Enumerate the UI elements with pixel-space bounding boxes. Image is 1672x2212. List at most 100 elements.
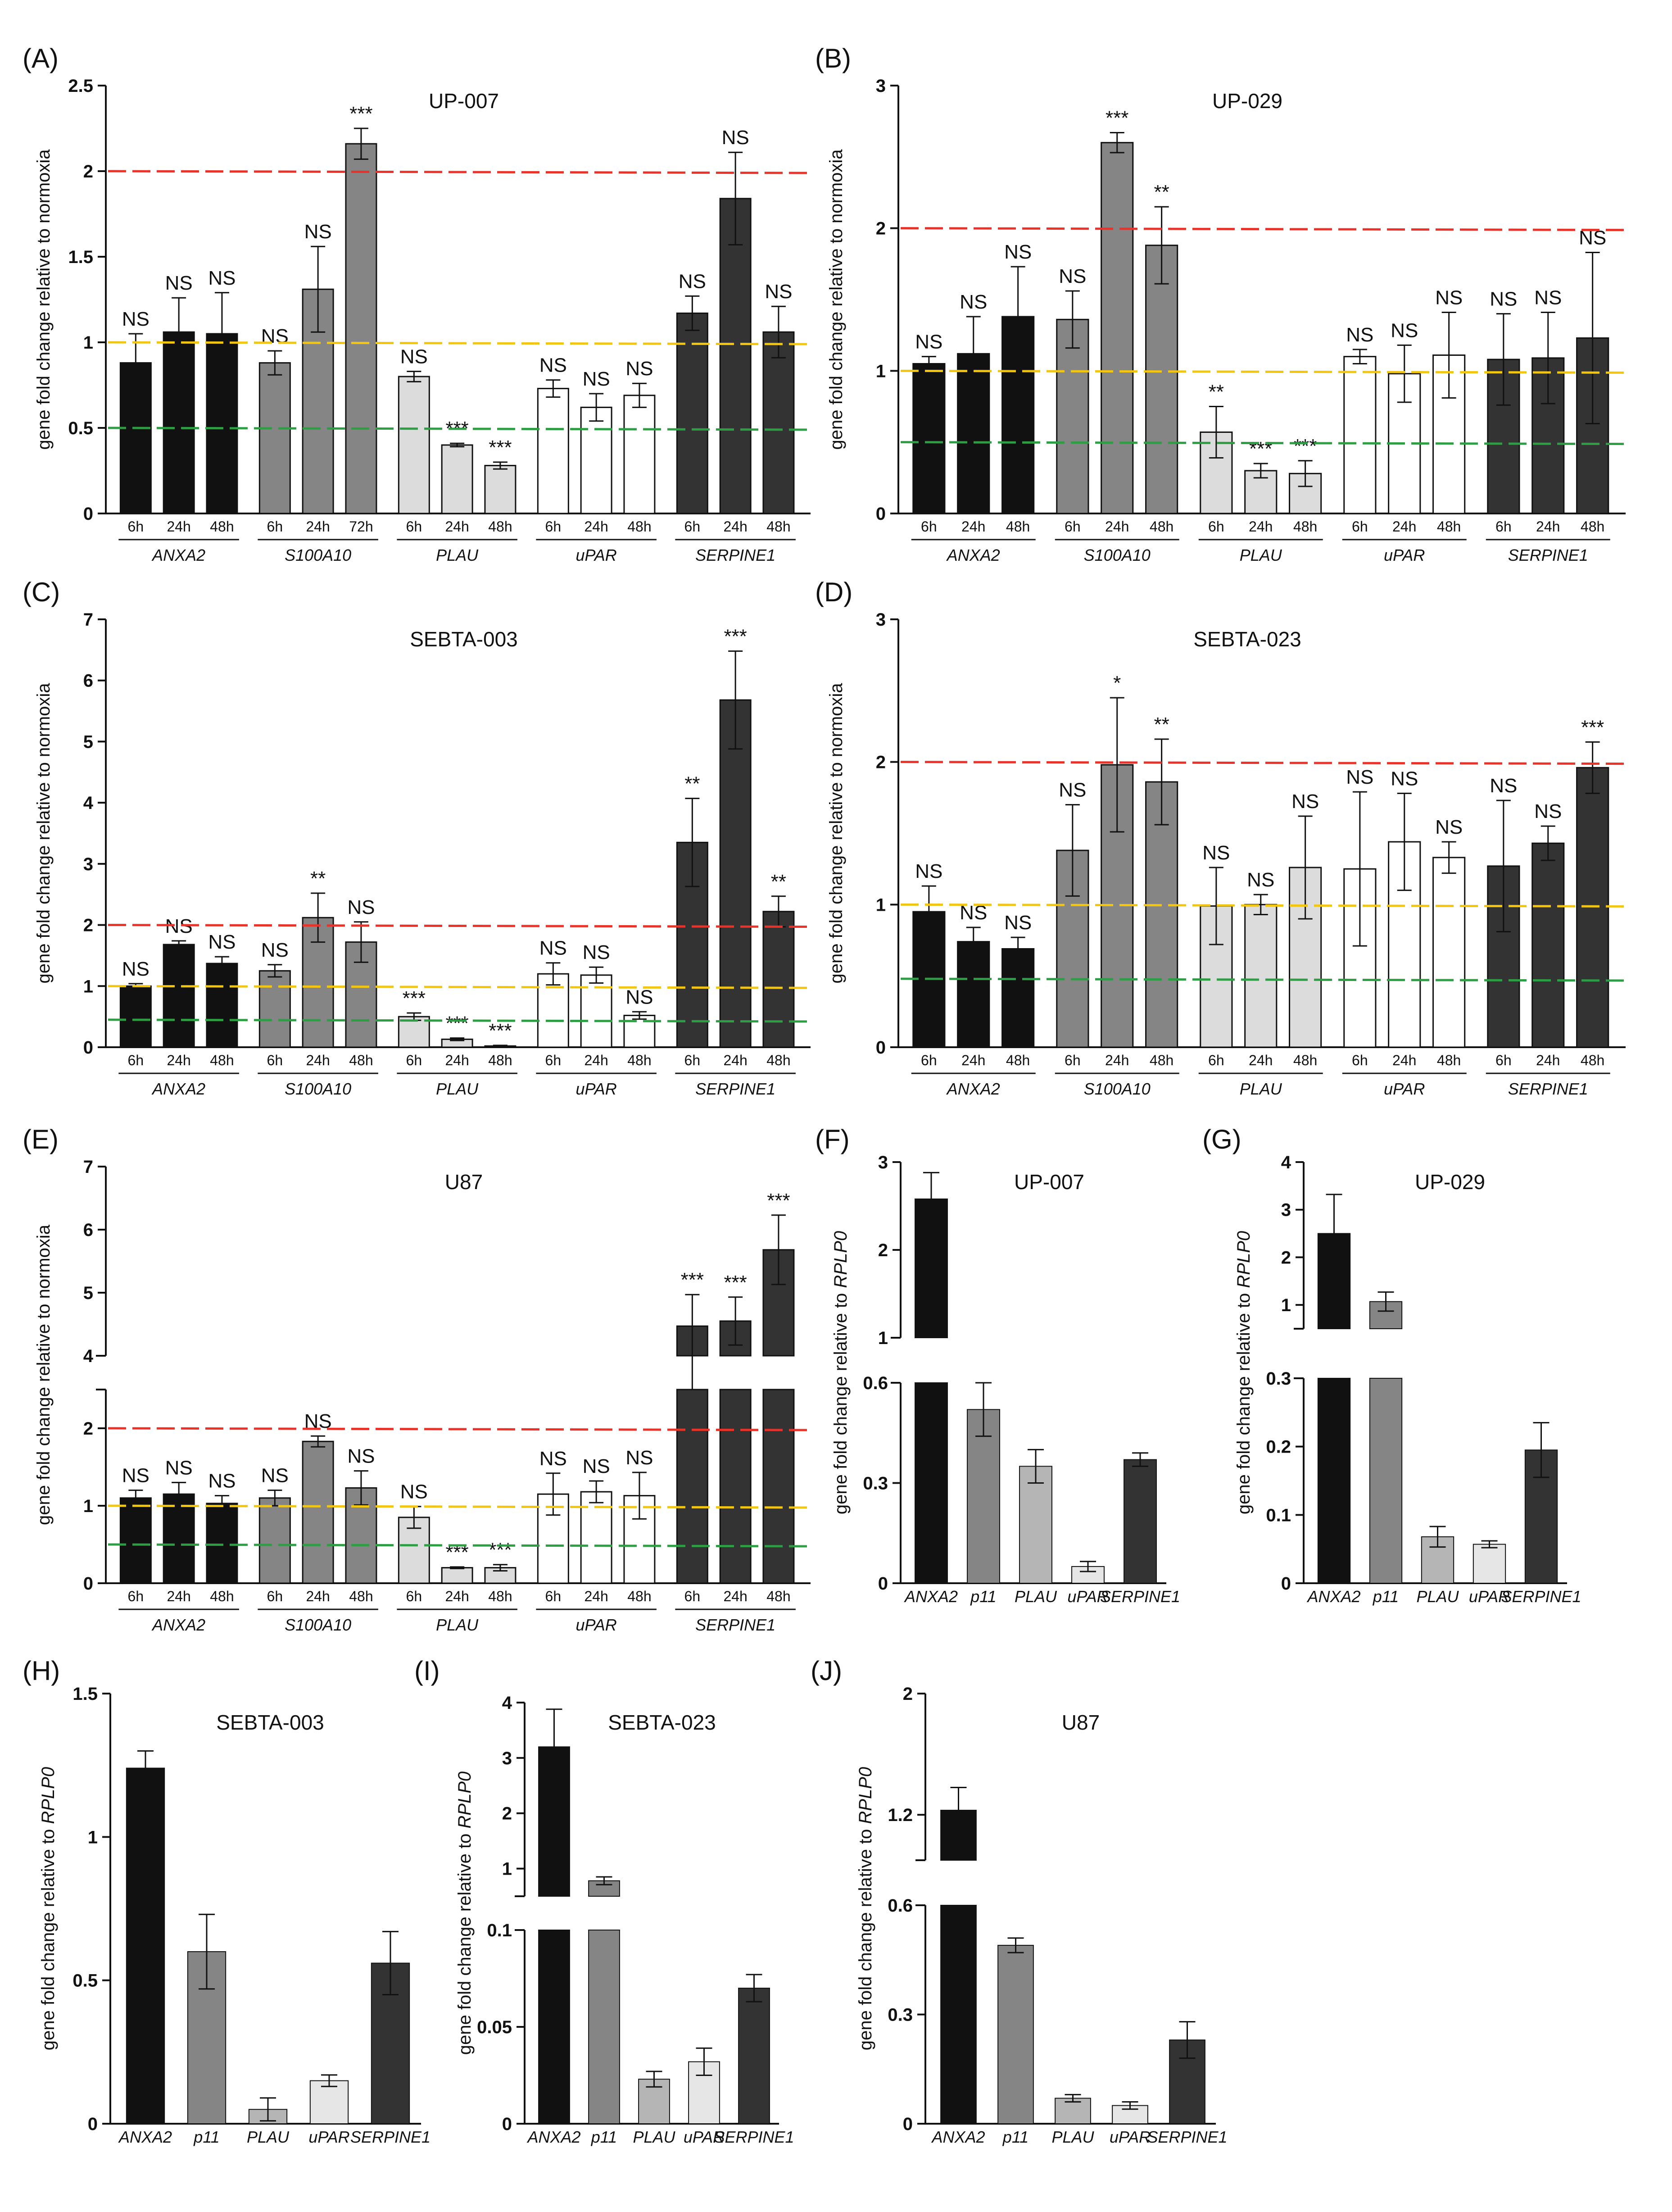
y-axis-label-text: gene fold change relative to <box>856 1824 875 2051</box>
panel-label: (J) <box>811 1656 842 1686</box>
y-tick-label: 0.6 <box>888 1896 913 1916</box>
bar <box>302 1440 334 1584</box>
bar <box>345 143 377 514</box>
significance-label: NS <box>625 986 653 1008</box>
time-label: 24h <box>1249 1052 1273 1068</box>
time-label: 48h <box>627 1588 651 1604</box>
bar <box>258 1497 291 1584</box>
significance-label: *** <box>767 1190 790 1212</box>
time-label: 24h <box>445 518 469 535</box>
group-upar: NS 6h NS 24h NS 48h uPAR <box>1342 287 1467 564</box>
group-serpine1: *** 6h *** 24h *** 48h SERPINE1 <box>675 1190 796 1634</box>
y-tick-label: 0 <box>903 2114 913 2134</box>
bar <box>302 917 334 1048</box>
y-axis-label-text: gene fold change relative to <box>455 1829 475 2055</box>
time-label: 48h <box>488 518 512 535</box>
group-upar: NS 6h NS 24h NS 48h uPAR <box>1342 766 1467 1098</box>
y-tick-label: 0 <box>88 2114 98 2134</box>
y-tick-label: 7 <box>83 610 93 630</box>
y-axis-label-text: gene fold change relative to <box>38 1824 58 2051</box>
significance-label: NS <box>1534 800 1562 822</box>
category-label: p11 <box>970 1587 996 1606</box>
y-tick-label: 1 <box>876 361 886 381</box>
y-tick-label: 4 <box>83 793 94 813</box>
bar <box>537 973 569 1048</box>
y-tick-label: 1 <box>502 1859 512 1879</box>
y-tick-label: 2 <box>876 219 886 239</box>
gene-label: PLAU <box>436 1080 479 1098</box>
time-label: 48h <box>1293 518 1317 535</box>
time-label: 48h <box>766 518 790 535</box>
reference-line <box>108 1427 811 1431</box>
time-label: 48h <box>1293 1052 1317 1068</box>
significance-label: NS <box>539 937 567 959</box>
significance-label: *** <box>445 1013 468 1035</box>
time-label: 48h <box>210 1052 234 1068</box>
y-axis-label-gene: RPLP0 <box>38 1767 58 1824</box>
category-label: PLAU <box>247 2128 290 2146</box>
time-label: 24h <box>723 1588 747 1604</box>
significance-label: NS <box>1534 287 1562 309</box>
time-label: 48h <box>1150 518 1174 535</box>
panel-label: (H) <box>23 1656 60 1686</box>
time-label: 48h <box>766 1588 790 1604</box>
significance-label: NS <box>915 331 942 353</box>
time-label: 48h <box>1437 1052 1461 1068</box>
bar <box>580 406 612 514</box>
significance-label: NS <box>1059 779 1086 801</box>
gene-label: uPAR <box>1384 546 1425 564</box>
significance-label: ** <box>771 871 786 893</box>
significance-label: NS <box>347 896 375 918</box>
significance-label: NS <box>165 272 193 294</box>
y-tick-label: 0.05 <box>477 2017 512 2037</box>
significance-label: ** <box>684 773 700 795</box>
panel-label: (A) <box>23 43 59 73</box>
significance-label: NS <box>400 346 428 368</box>
significance-label: ** <box>1154 713 1169 736</box>
y-tick-label: 0.2 <box>1266 1437 1291 1457</box>
significance-label: NS <box>1247 869 1274 891</box>
gene-label: ANXA2 <box>151 1080 205 1098</box>
y-axis-label-text: gene fold change relative to <box>1234 1288 1254 1515</box>
category-label: SERPINE1 <box>714 2128 794 2146</box>
panel-h: (H) SEBTA-003 0 0.5 1 1.5 gene fold change rel… <box>23 1656 430 2146</box>
bar <box>258 970 291 1048</box>
time-label: 6h <box>406 1588 422 1604</box>
significance-label: NS <box>539 354 567 377</box>
category-label: uPAR <box>684 2128 725 2146</box>
significance-label: NS <box>583 368 610 390</box>
bar <box>588 1930 620 2124</box>
reference-line <box>108 427 811 431</box>
time-label: 6h <box>1208 518 1224 535</box>
y-tick-label: 5 <box>83 1283 93 1303</box>
time-label: 24h <box>584 518 608 535</box>
category-label: ANXA2 <box>931 2128 985 2146</box>
y-tick-label: 1 <box>83 1496 93 1516</box>
y-tick-label: 0.1 <box>1266 1505 1291 1525</box>
category-label: SERPINE1 <box>1501 1587 1581 1606</box>
bar <box>762 331 795 514</box>
bar <box>258 362 291 514</box>
significance-label: * <box>1113 672 1121 694</box>
gene-label: PLAU <box>1240 1080 1282 1098</box>
significance-label: NS <box>539 1448 567 1470</box>
time-label: 6h <box>267 1052 283 1068</box>
time-label: 24h <box>167 1052 190 1068</box>
time-label: 48h <box>1150 1052 1174 1068</box>
significance-label: NS <box>122 308 150 330</box>
group-plau: NS 6h NS 24h NS 48h PLAU <box>1198 790 1323 1098</box>
gene-label: PLAU <box>436 546 479 564</box>
group-upar: NS 6h NS 24h NS 48h uPAR <box>536 1447 657 1634</box>
significance-label: NS <box>261 1465 289 1487</box>
time-label: 6h <box>921 1052 937 1068</box>
y-axis-label: gene fold change relative to normoxia <box>34 149 54 450</box>
y-tick-label: 0.3 <box>863 1474 888 1494</box>
time-label: 24h <box>445 1588 469 1604</box>
y-tick-label: 1.5 <box>72 1684 98 1704</box>
time-label: 6h <box>1495 518 1512 535</box>
significance-label: NS <box>122 1465 150 1487</box>
